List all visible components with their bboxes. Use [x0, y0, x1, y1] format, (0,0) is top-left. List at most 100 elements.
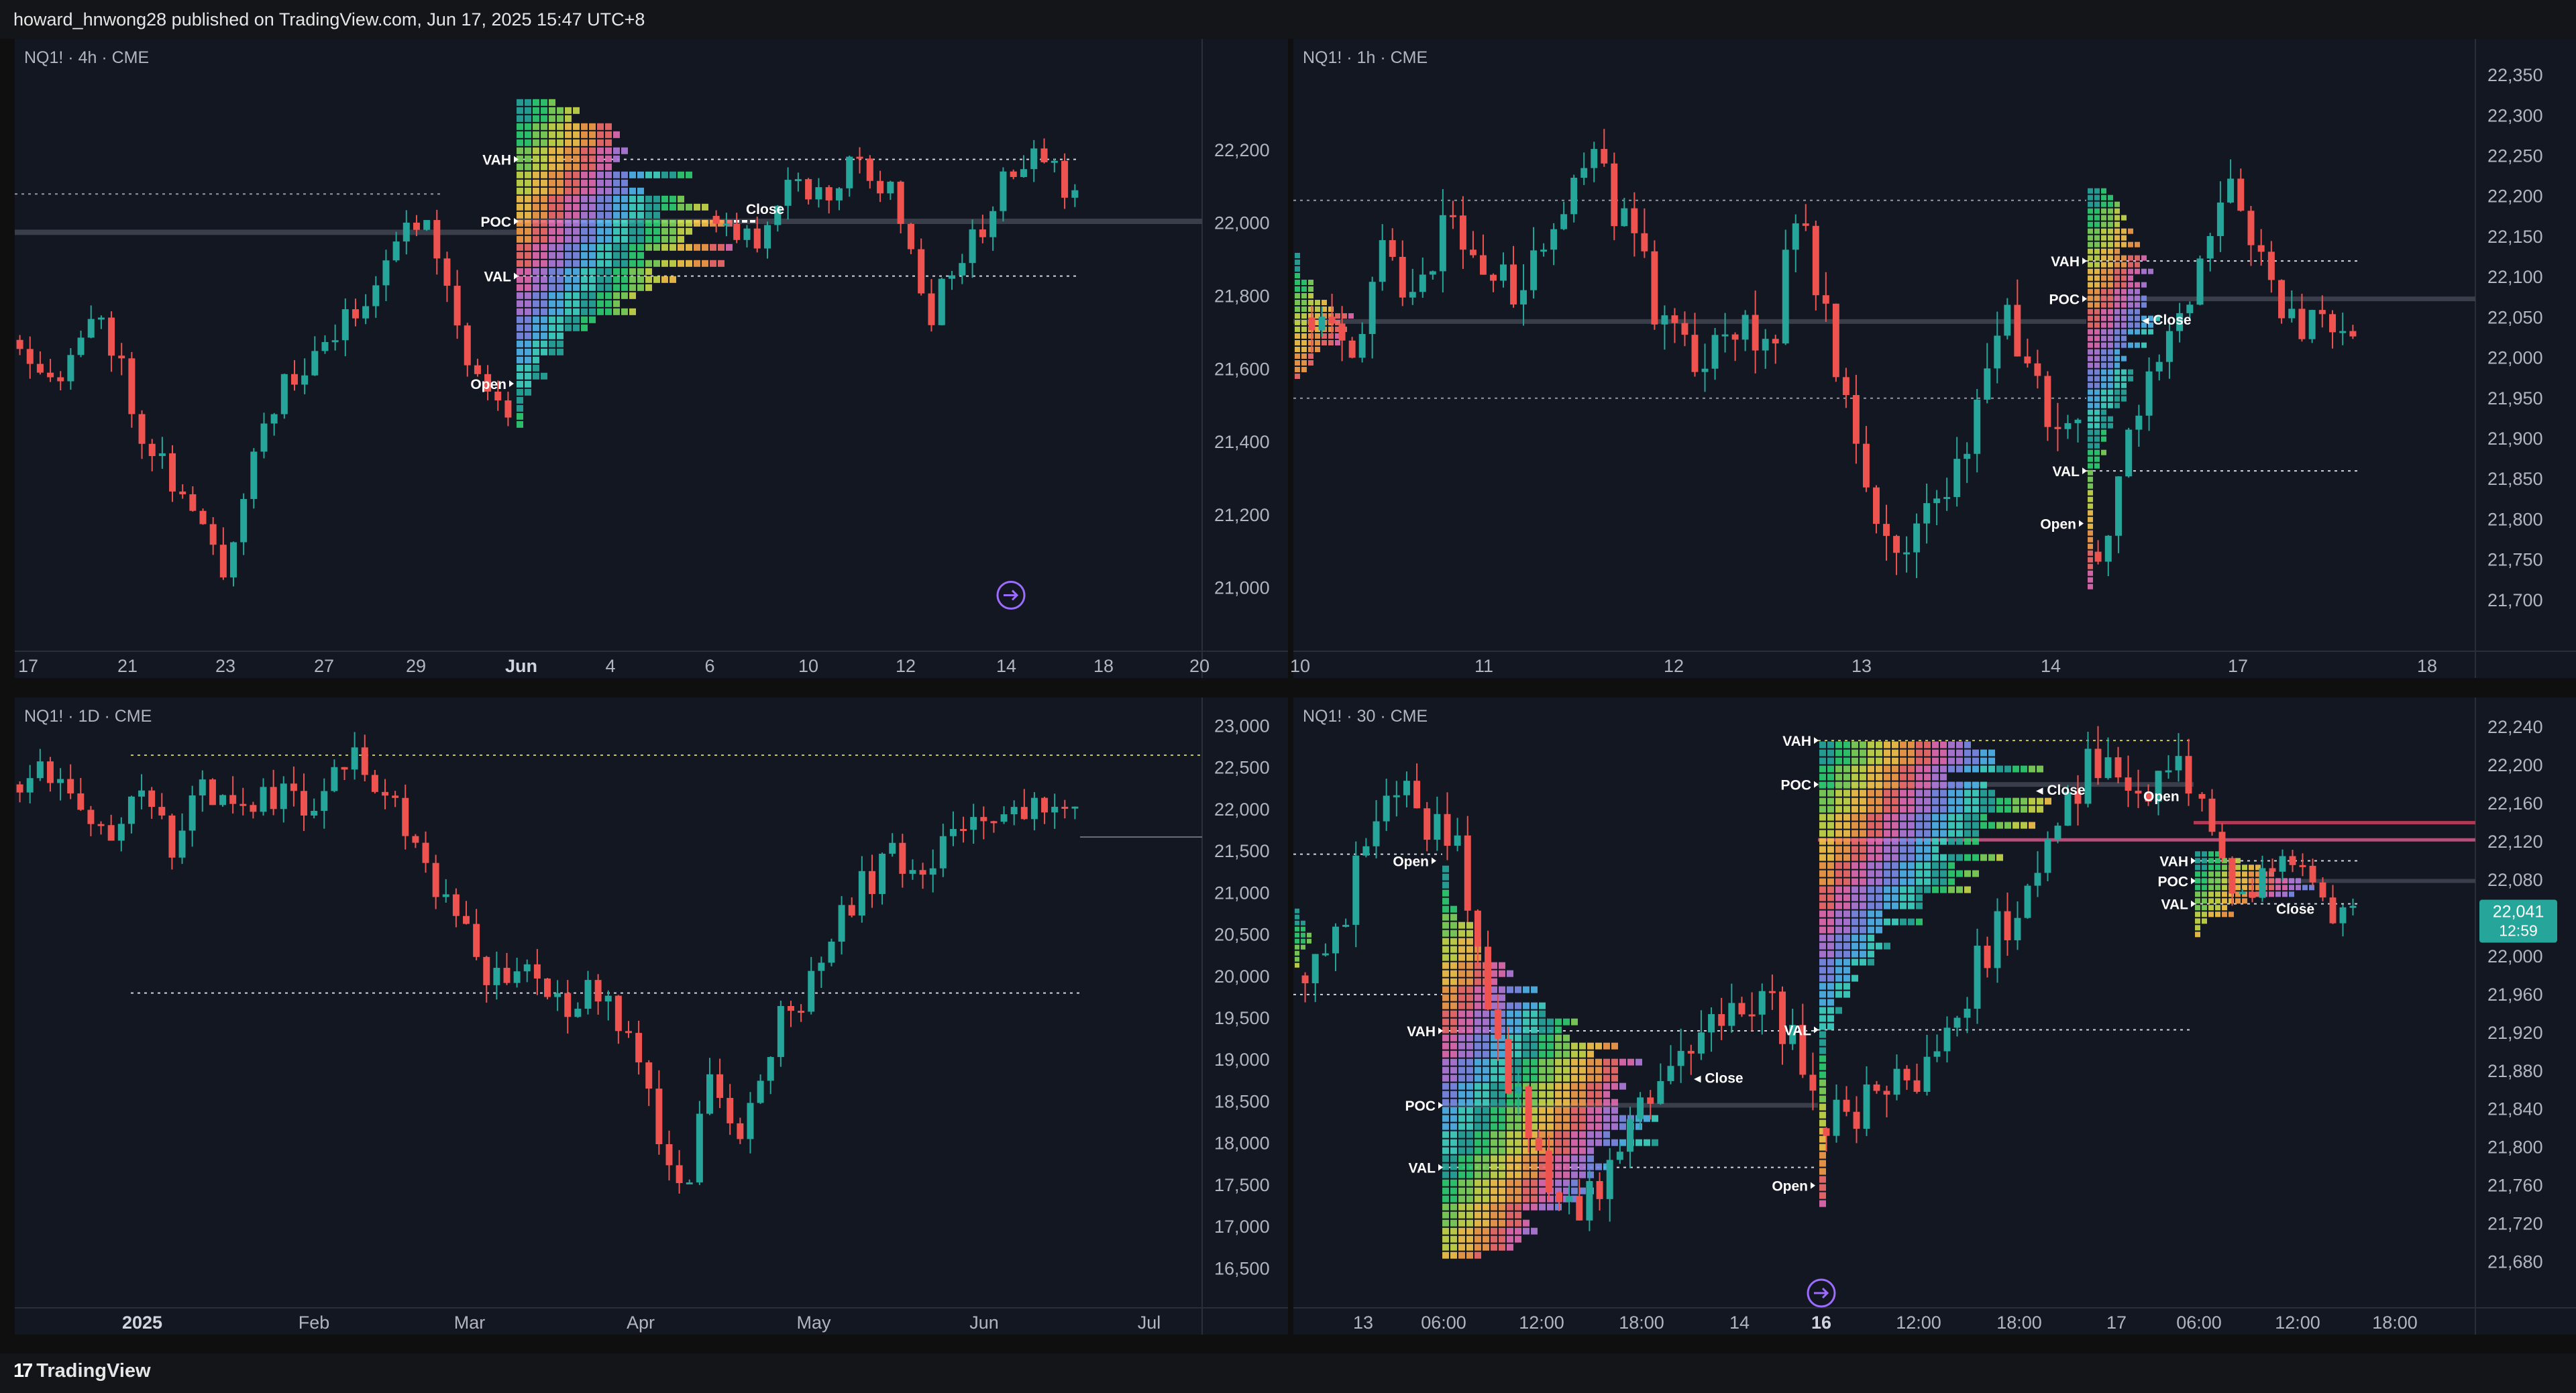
profile-cell [1571, 1066, 1578, 1074]
profile-cell [1547, 1099, 1554, 1106]
x-tick-label: 06:00 [2176, 1313, 2222, 1333]
profile-cell [1860, 805, 1866, 813]
profile-cell [557, 123, 564, 130]
profile-cell [517, 316, 523, 323]
y-tick-label: 22,050 [2487, 307, 2543, 327]
profile-cell [1458, 1195, 1465, 1203]
profile-cell [2029, 765, 2035, 773]
candle-body [1657, 1080, 1664, 1104]
profile-cell [1860, 950, 1866, 958]
brand[interactable]: 17 TradingView [13, 1360, 151, 1382]
profile-cell [549, 284, 555, 291]
profile-marker-arrow [1438, 1164, 1443, 1171]
profile-cell [1466, 1163, 1473, 1170]
profile-cell [1884, 773, 1890, 781]
profile-cell [565, 163, 572, 170]
profile-cell [1499, 1211, 1505, 1219]
profile-cell [2094, 309, 2100, 315]
profile-cell [1295, 347, 1300, 353]
profile-cell [1948, 757, 1955, 765]
profile-cell [613, 260, 620, 267]
profile-cell [1442, 1115, 1449, 1122]
profile-cell [1827, 1015, 1834, 1022]
candle-body [453, 286, 461, 326]
candle-body [362, 306, 370, 319]
profile-cell [541, 243, 547, 251]
profile-cell [1819, 894, 1826, 901]
candle-body [1520, 290, 1527, 305]
candle-body [1464, 835, 1471, 911]
profile-cell [1458, 1211, 1465, 1219]
profile-cell [557, 235, 564, 243]
profile-cell [1900, 805, 1907, 813]
profile-cell [541, 179, 547, 186]
profile-cell [1900, 789, 1907, 797]
profile-cell [1491, 1123, 1497, 1130]
profile-cell [1908, 781, 1915, 789]
profile-cell [1458, 962, 1465, 969]
profile-cell [565, 219, 572, 227]
profile-cell [1450, 1010, 1457, 1017]
profile-cell [621, 171, 628, 178]
profile-cell [2135, 282, 2140, 288]
profile-cell [2222, 898, 2227, 904]
profile-cell [1932, 814, 1939, 821]
candle-body [1399, 256, 1406, 298]
profile-cell [533, 155, 539, 162]
profile-cell [2128, 315, 2133, 321]
profile-cell [1876, 902, 1882, 909]
profile-cell [2148, 329, 2153, 335]
profile-cell [1450, 1179, 1457, 1186]
profile-cell [1843, 966, 1850, 974]
profile-cell [1851, 854, 1858, 861]
x-tick-label: Jul [1138, 1313, 1161, 1333]
profile-cell [1466, 1147, 1473, 1154]
profile-cell [549, 235, 555, 243]
profile-cell [629, 171, 636, 178]
profile-cell [1295, 944, 1299, 950]
profile-cell [2195, 865, 2200, 871]
profile-cell [1450, 1050, 1457, 1058]
profile-cell [1924, 741, 1931, 748]
profile-cell [1458, 1219, 1465, 1227]
x-tick-label: 11 [1474, 656, 1493, 676]
profile-cell [1295, 908, 1299, 913]
profile-cell [1491, 1074, 1497, 1082]
profile-cell [1835, 830, 1842, 837]
profile-cell [1547, 1042, 1554, 1050]
candle-body [1449, 215, 1456, 217]
profile-cell [597, 252, 604, 259]
profile-cell [1491, 1147, 1497, 1154]
candle-body [230, 542, 237, 577]
profile-cell [613, 219, 620, 227]
profile-cell [2215, 905, 2220, 911]
profile-cell [1450, 1099, 1457, 1106]
profile-cell [565, 107, 572, 114]
profile-cell [1835, 878, 1842, 885]
candle-body [1000, 814, 1008, 822]
profile-cell [2242, 865, 2247, 871]
profile-cell [1442, 1243, 1449, 1251]
profile-cell [1916, 854, 1923, 861]
profile-cell [1458, 1010, 1465, 1017]
chart-title: NQ1! · 1D · CME [24, 707, 152, 726]
profile-cell [597, 268, 604, 275]
profile-cell [557, 163, 564, 170]
profile-cell [1491, 1018, 1497, 1025]
profile-cell [517, 219, 523, 227]
profile-cell [1860, 749, 1866, 757]
profile-cell [1884, 797, 1890, 805]
profile-cell [2088, 496, 2093, 502]
profile-cell [581, 147, 588, 154]
profile-cell [1474, 1179, 1481, 1186]
profile-cell [1531, 1018, 1538, 1025]
profile-cell [573, 300, 580, 307]
profile-cell [2195, 885, 2200, 891]
profile-cell [1301, 360, 1307, 366]
profile-cell [1571, 1042, 1578, 1050]
x-tick-label: 10 [1290, 656, 1310, 676]
profile-cell [1900, 886, 1907, 893]
profile-cell [541, 187, 547, 194]
profile-cell [1892, 741, 1898, 748]
profile-cell [1956, 830, 1963, 837]
